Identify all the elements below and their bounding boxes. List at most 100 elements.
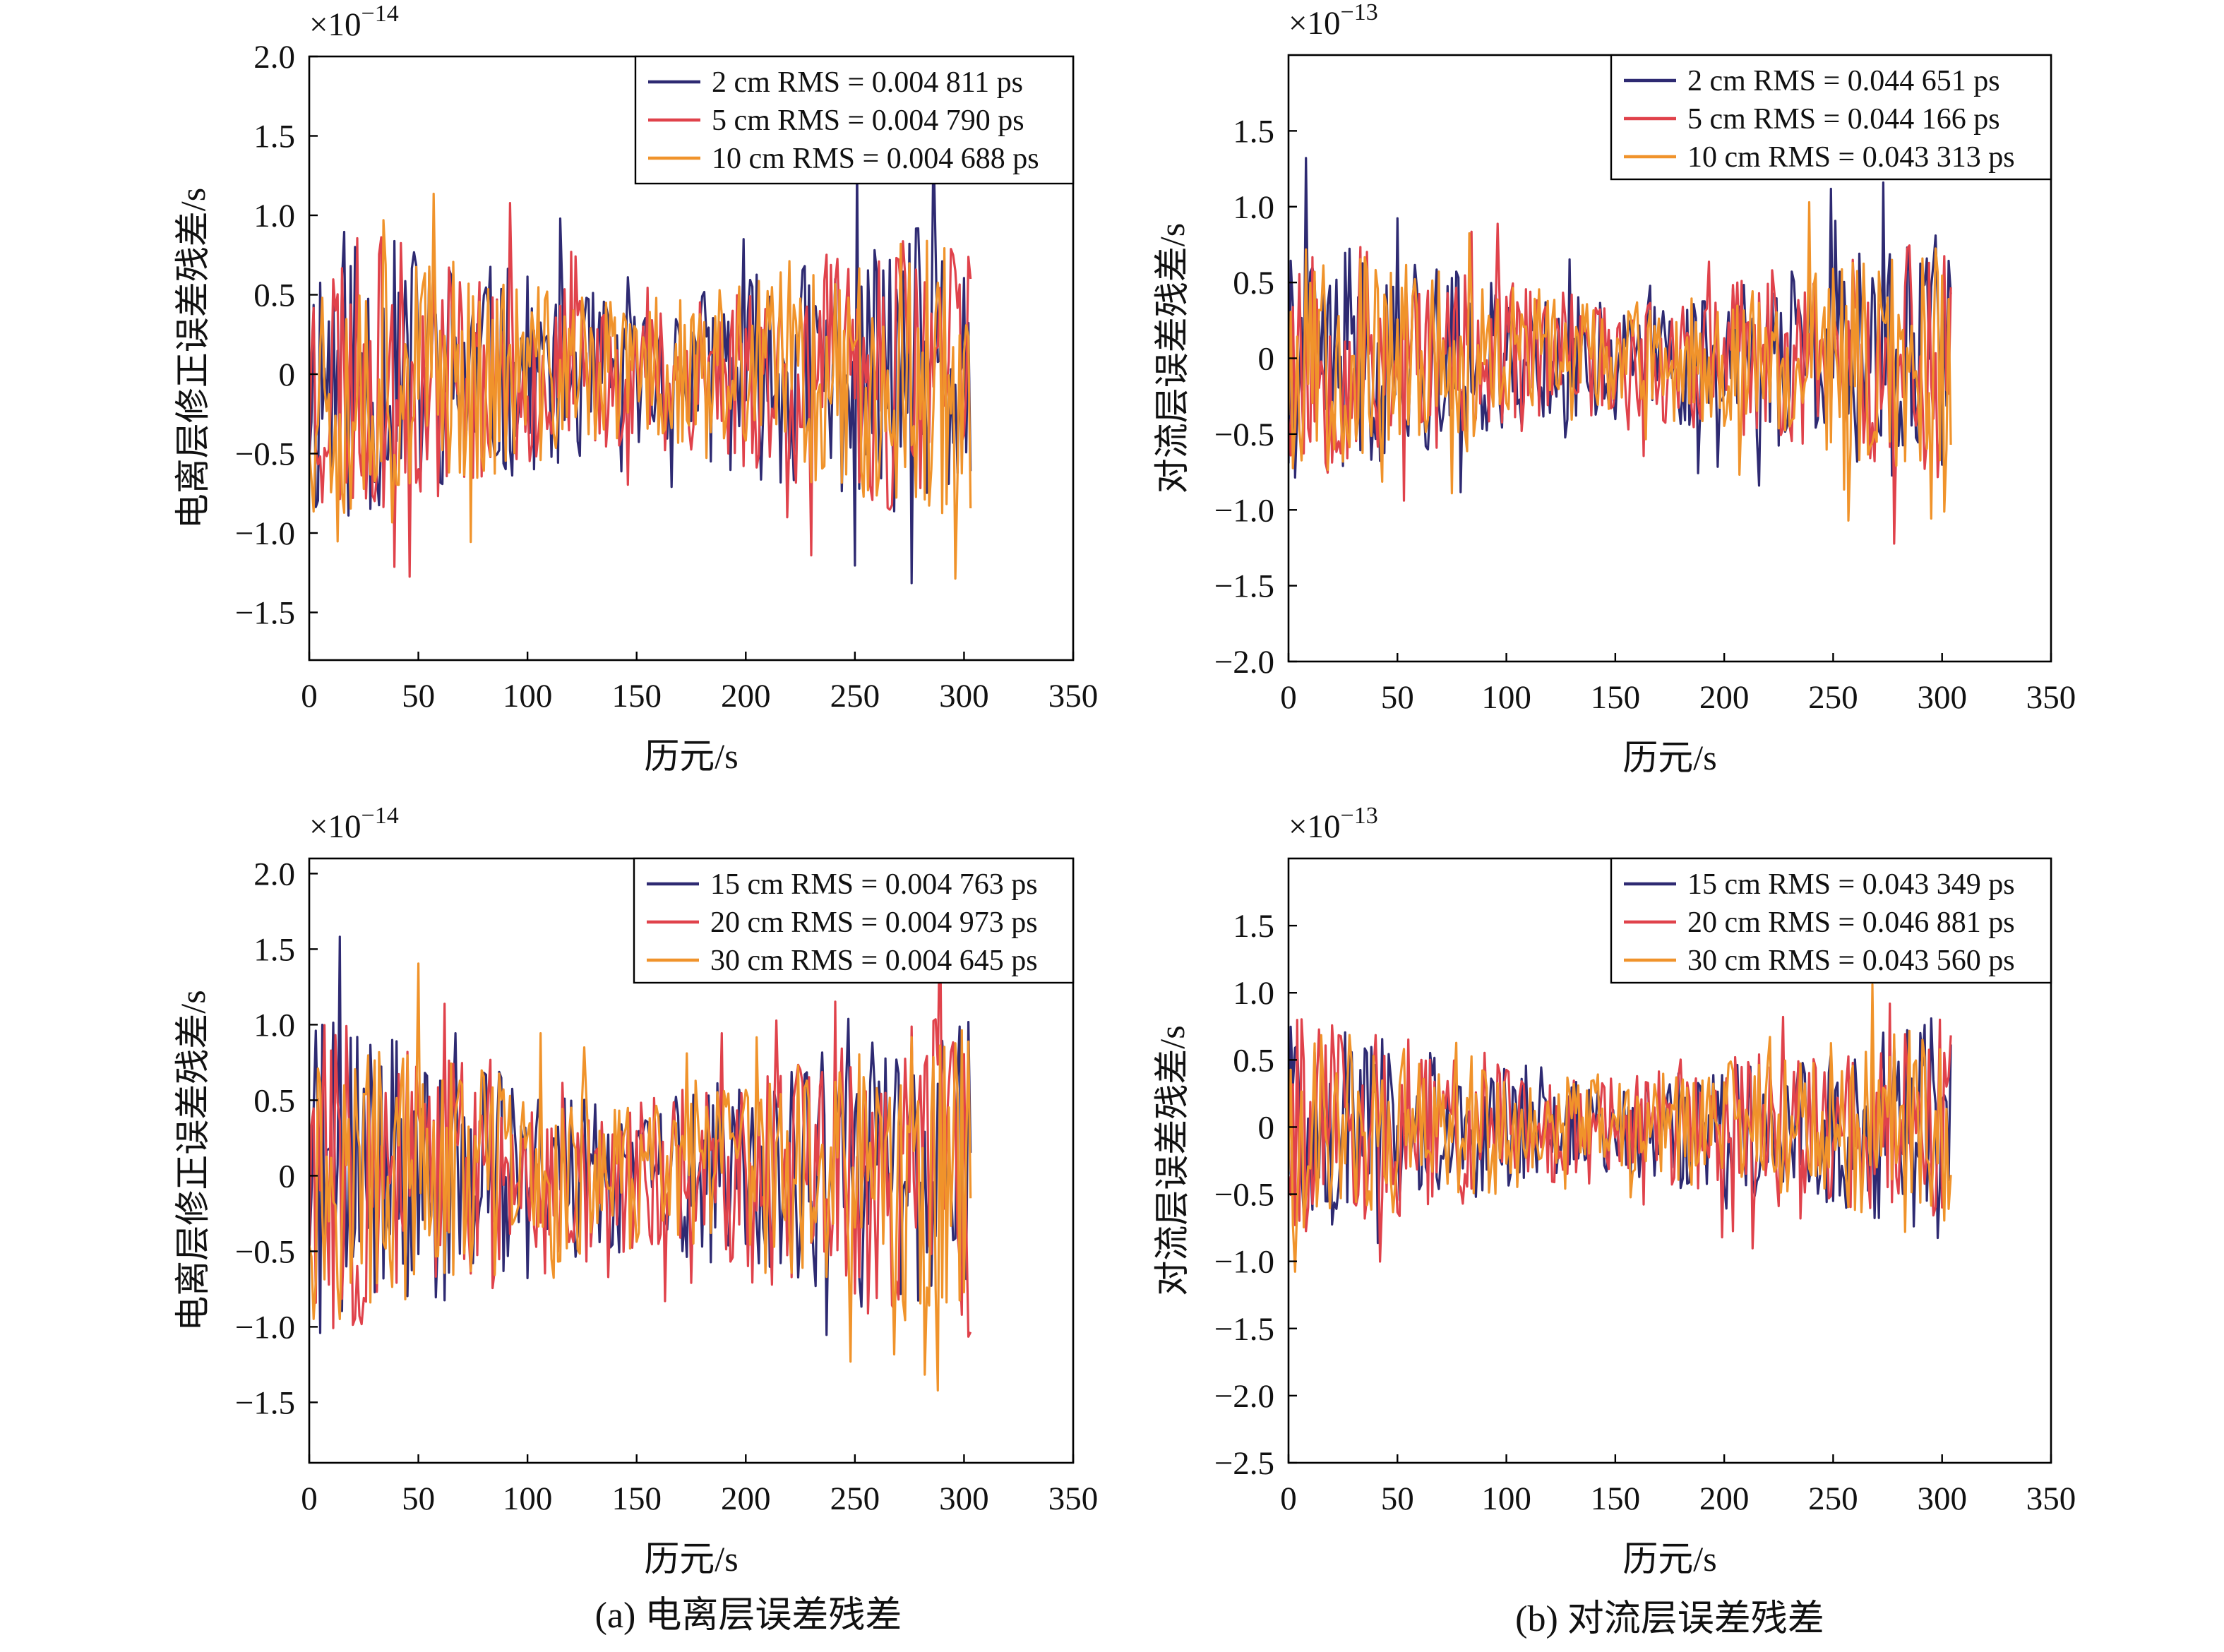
y-tick-label: 0.5 <box>253 277 295 314</box>
series-line-3 <box>1289 200 1952 522</box>
y-axis-label: 电离层修正误差残差/s <box>173 188 213 529</box>
y-tick-label: −1.5 <box>235 595 295 632</box>
legend-entry-3: 10 cm RMS = 0.043 313 ps <box>1687 141 2015 174</box>
scale-multiplier: ×10−14 <box>309 1 399 43</box>
x-tick-label: 150 <box>611 678 662 714</box>
legend-entry-1: 15 cm RMS = 0.004 763 ps <box>710 868 1038 901</box>
legend-entry-2: 5 cm RMS = 0.044 166 ps <box>1687 103 2000 136</box>
chart-panel-bottom-left: 0 50 100 150 200 250 300 350 −1.5 −1.0 −0.5 0 0.5 1.0… <box>173 803 1098 1579</box>
scale-exponent: −13 <box>1341 0 1378 25</box>
y-tick-label: −2.5 <box>1214 1445 1274 1482</box>
x-tick-label: 150 <box>1591 679 1641 716</box>
x-tick-label: 100 <box>503 1480 553 1517</box>
legend-box <box>634 55 1075 185</box>
chart-panels: 0 50 100 150 200 250 300 350 −1.5 −1.0 −0.5 0 0.5 1.0… <box>173 0 2076 1579</box>
legend-entry-1: 2 cm RMS = 0.004 811 ps <box>712 66 1023 99</box>
y-tick-label: 0 <box>279 1158 296 1195</box>
y-tick-label: −1.5 <box>235 1384 295 1421</box>
x-tick-label: 0 <box>1280 679 1297 716</box>
y-tick-label: 1.0 <box>253 1007 295 1043</box>
y-axis-label: 对流层误差残差/s <box>1152 1025 1192 1295</box>
y-tick-label: −0.5 <box>235 1233 295 1270</box>
legend-box <box>1610 857 2052 984</box>
legend-entry-3: 30 cm RMS = 0.043 560 ps <box>1687 945 2015 977</box>
series-line-3 <box>309 192 972 580</box>
chart-panel-bottom-right: 0 50 100 150 200 250 300 350 −2.5 −2.0 −1.5 −1.0 −0.… <box>1152 803 2076 1579</box>
x-tick-label: 100 <box>503 678 553 714</box>
y-tick-label: −1.5 <box>1214 1311 1274 1348</box>
x-tick-label: 0 <box>1280 1480 1297 1517</box>
y-tick-label: 0.5 <box>1233 1042 1274 1079</box>
x-tick-label: 350 <box>1048 678 1099 714</box>
legend-entry-2: 20 cm RMS = 0.046 881 ps <box>1687 906 2015 939</box>
x-tick-label: 250 <box>1808 679 1858 716</box>
chart-panel-top-left: 0 50 100 150 200 250 300 350 −1.5 −1.0 −0.5 0 0.5 1.0… <box>173 1 1098 776</box>
scale-multiplier: ×10−14 <box>309 803 399 845</box>
scale-exponent: −14 <box>361 1 399 27</box>
x-tick-label: 200 <box>1699 1480 1750 1517</box>
x-tick-label: 350 <box>2026 679 2076 716</box>
x-axis-label: 历元/s <box>644 1539 738 1579</box>
series-group <box>309 136 972 585</box>
x-tick-label: 250 <box>830 1480 880 1517</box>
x-tick-label: 150 <box>1591 1480 1641 1517</box>
caption-b: (b) 对流层误差残差 <box>1515 1599 1824 1639</box>
x-tick-label: 300 <box>939 678 989 714</box>
y-axis-label: 电离层修正误差残差/s <box>173 990 213 1331</box>
y-tick-label: −1.0 <box>1214 1244 1274 1281</box>
y-tick-label: 0 <box>1258 341 1275 378</box>
x-tick-label: 250 <box>1808 1480 1858 1517</box>
x-axis-label: 历元/s <box>1622 738 1716 777</box>
legend-entry-3: 10 cm RMS = 0.004 688 ps <box>712 143 1039 175</box>
x-tick-label: 150 <box>611 1480 662 1517</box>
legend-entry-1: 2 cm RMS = 0.044 651 ps <box>1687 65 2000 97</box>
series-group <box>1289 157 1952 545</box>
y-tick-label: 0.5 <box>253 1082 295 1119</box>
x-tick-label: 50 <box>1381 679 1414 716</box>
y-tick-label: −0.5 <box>1214 1177 1274 1214</box>
scale-multiplier: ×10−13 <box>1289 803 1378 845</box>
x-tick-label: 200 <box>721 678 771 714</box>
x-tick-label: 100 <box>1481 1480 1531 1517</box>
legend: 2 cm RMS = 0.044 651 ps 5 cm RMS = 0.044 … <box>1610 54 2052 181</box>
legend: 15 cm RMS = 0.043 349 ps 20 cm RMS = 0.04… <box>1610 857 2052 984</box>
legend-box <box>1610 54 2052 181</box>
legend-box <box>633 857 1075 984</box>
legend-entry-2: 5 cm RMS = 0.004 790 ps <box>712 104 1024 137</box>
x-axis-label: 历元/s <box>1622 1539 1716 1579</box>
y-tick-label: −1.0 <box>235 1309 295 1346</box>
x-tick-label: 250 <box>830 678 880 714</box>
series-group <box>1289 983 1952 1273</box>
chart-panel-top-right: 0 50 100 150 200 250 300 350 −2.0 −1.5 −1.0 −0.5 0 0.… <box>1152 0 2076 777</box>
legend-entry-1: 15 cm RMS = 0.043 349 ps <box>1687 868 2015 901</box>
y-tick-label: 2.0 <box>253 856 295 892</box>
caption-a: (a) 电离层误差残差 <box>595 1596 902 1636</box>
y-tick-label: −2.0 <box>1214 644 1274 681</box>
x-tick-label: 50 <box>402 678 435 714</box>
x-tick-label: 200 <box>721 1480 771 1517</box>
x-tick-label: 350 <box>1048 1480 1099 1517</box>
y-tick-label: 1.5 <box>253 931 295 968</box>
y-tick-label: 0 <box>1258 1109 1275 1146</box>
y-tick-label: 2.0 <box>253 39 295 76</box>
x-tick-label: 100 <box>1481 679 1531 716</box>
scale-exponent: −14 <box>361 803 399 829</box>
x-tick-label: 50 <box>402 1480 435 1517</box>
y-tick-label: 1.5 <box>253 119 295 155</box>
y-tick-label: −1.0 <box>1214 492 1274 529</box>
y-tick-label: 1.0 <box>1233 975 1274 1012</box>
legend: 15 cm RMS = 0.004 763 ps 20 cm RMS = 0.00… <box>633 857 1075 984</box>
scale-multiplier: ×10−13 <box>1289 0 1378 42</box>
y-tick-label: 1.0 <box>1233 189 1274 226</box>
series-line-3 <box>1289 983 1952 1273</box>
y-tick-label: 1.0 <box>253 198 295 234</box>
x-axis-label: 历元/s <box>644 736 738 776</box>
x-tick-label: 50 <box>1381 1480 1414 1517</box>
legend-entry-3: 30 cm RMS = 0.004 645 ps <box>710 945 1038 977</box>
y-tick-label: −0.5 <box>1214 417 1274 453</box>
x-tick-label: 300 <box>939 1480 989 1517</box>
y-tick-label: −1.5 <box>1214 568 1274 605</box>
x-tick-label: 300 <box>1917 1480 1967 1517</box>
y-axis-label: 对流层误差残差/s <box>1152 223 1192 493</box>
